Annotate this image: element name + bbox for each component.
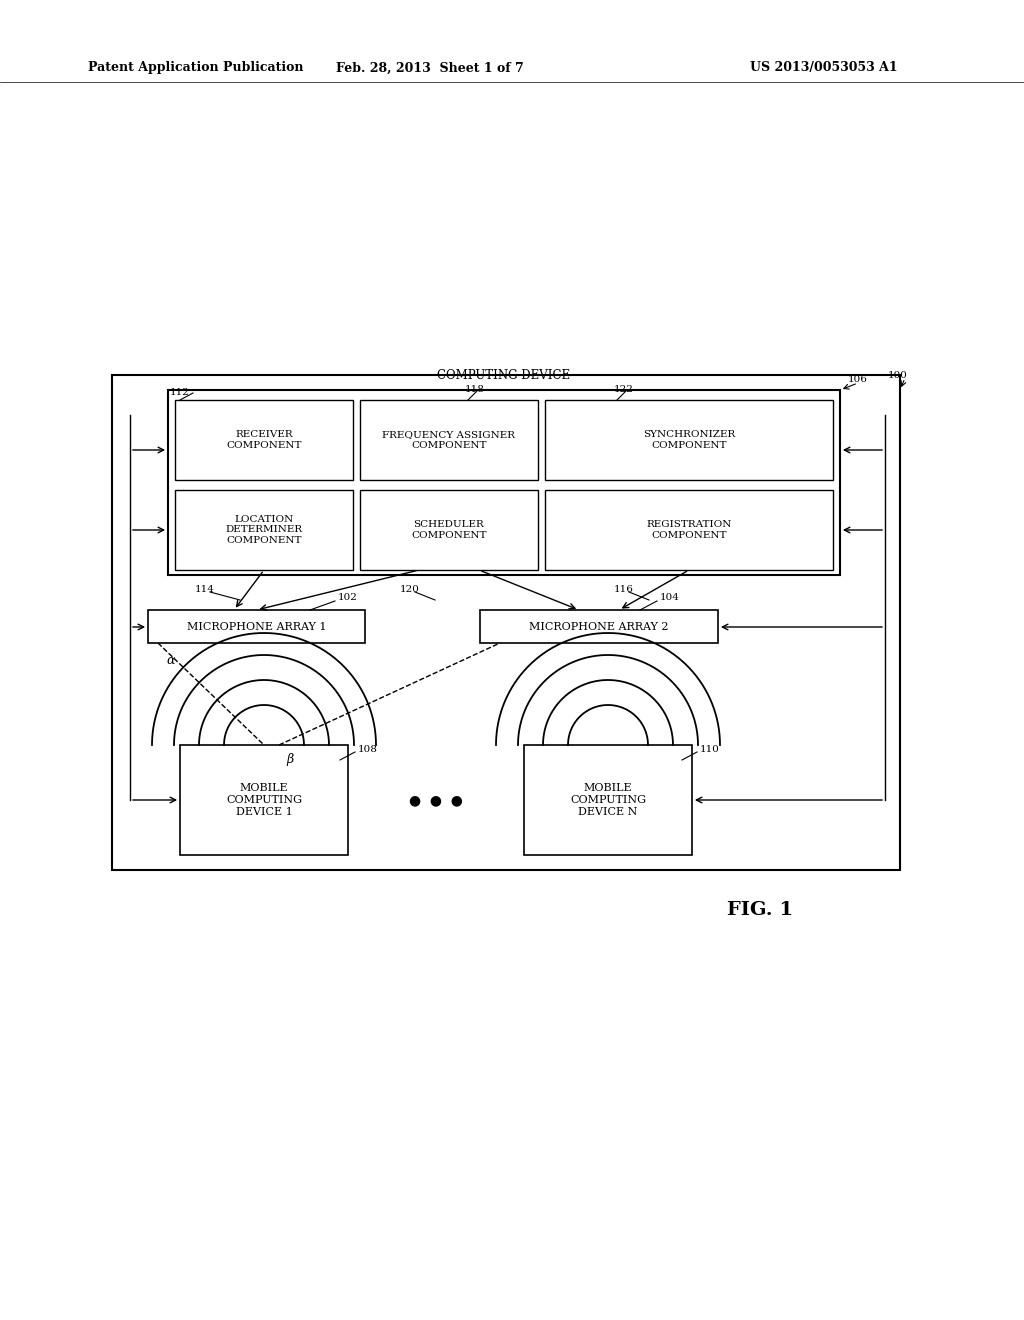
Text: SYNCHRONIZER
COMPONENT: SYNCHRONIZER COMPONENT [643,430,735,450]
Text: 102: 102 [338,594,357,602]
Text: 106: 106 [848,375,868,384]
Text: 108: 108 [358,746,378,755]
Bar [360,400,538,480]
Text: FREQUENCY ASSIGNER
COMPONENT: FREQUENCY ASSIGNER COMPONENT [383,430,515,450]
Text: 110: 110 [700,746,720,755]
Text: REGISTRATION
COMPONENT: REGISTRATION COMPONENT [646,520,732,540]
Text: 114: 114 [195,586,215,594]
Text: MOBILE
COMPUTING
DEVICE N: MOBILE COMPUTING DEVICE N [570,783,646,817]
Text: α: α [166,655,174,668]
Bar [175,400,353,480]
Bar [180,744,348,855]
Bar [545,400,833,480]
Bar [148,610,365,643]
Text: MOBILE
COMPUTING
DEVICE 1: MOBILE COMPUTING DEVICE 1 [226,783,302,817]
Text: ●  ●  ●: ● ● ● [409,793,463,807]
Text: MICROPHONE ARRAY 2: MICROPHONE ARRAY 2 [529,622,669,631]
Text: US 2013/0053053 A1: US 2013/0053053 A1 [750,62,898,74]
Text: SCHEDULER
COMPONENT: SCHEDULER COMPONENT [412,520,486,540]
Text: Patent Application Publication: Patent Application Publication [88,62,303,74]
Text: 104: 104 [660,594,680,602]
Bar [524,744,692,855]
Bar [480,610,718,643]
Text: 100: 100 [888,371,908,380]
Bar [175,490,353,570]
Text: FIG. 1: FIG. 1 [727,902,793,919]
Text: 122: 122 [614,385,634,393]
Bar [545,490,833,570]
Bar [168,389,840,576]
Text: RECEIVER
COMPONENT: RECEIVER COMPONENT [226,430,302,450]
Text: Feb. 28, 2013  Sheet 1 of 7: Feb. 28, 2013 Sheet 1 of 7 [336,62,524,74]
Text: β: β [286,754,293,767]
Text: COMPUTING DEVICE: COMPUTING DEVICE [437,370,570,381]
Bar [112,375,900,870]
Text: 116: 116 [614,586,634,594]
Text: 112: 112 [170,388,189,397]
Text: LOCATION
DETERMINER
COMPONENT: LOCATION DETERMINER COMPONENT [225,515,302,545]
Text: MICROPHONE ARRAY 1: MICROPHONE ARRAY 1 [186,622,327,631]
Text: 120: 120 [400,586,420,594]
Bar [360,490,538,570]
Text: 118: 118 [465,385,485,393]
